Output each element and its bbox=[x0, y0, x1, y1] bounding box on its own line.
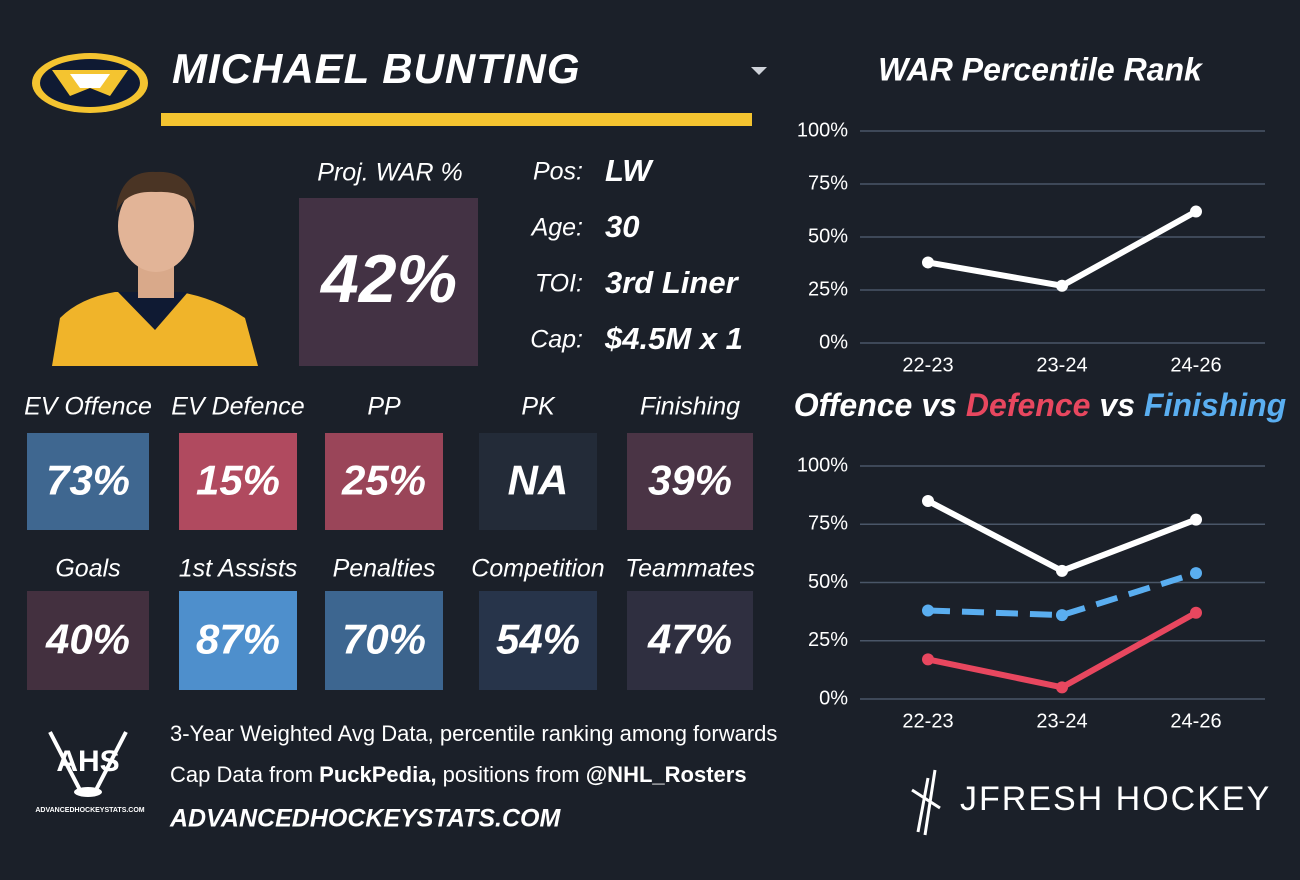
tile-box bbox=[627, 591, 753, 690]
x-tick-label: 23-24 bbox=[1036, 710, 1087, 732]
series-point bbox=[1056, 279, 1068, 292]
series-point bbox=[1190, 513, 1202, 526]
series-point bbox=[922, 653, 934, 666]
footer-note: 3-Year Weighted Avg Data, percentile ran… bbox=[170, 721, 777, 746]
player-name: MICHAEL BUNTING bbox=[172, 45, 581, 92]
y-tick-label: 0% bbox=[819, 687, 848, 709]
chart-title-part: Defence bbox=[966, 387, 1091, 423]
tile-value: 39% bbox=[648, 457, 732, 504]
series-point bbox=[1056, 681, 1068, 694]
tile-box bbox=[627, 433, 753, 530]
tile-label: PP bbox=[367, 393, 401, 421]
ahs-logo: AHS ADVANCEDHOCKEYSTATS.COM bbox=[35, 731, 145, 814]
tile-value: 47% bbox=[647, 616, 732, 663]
footer-credit-source: @NHL_Rosters bbox=[586, 762, 747, 787]
series-point bbox=[1056, 564, 1068, 577]
tile-box bbox=[325, 433, 443, 530]
footer-credit-source: PuckPedia, bbox=[319, 762, 436, 787]
chart-title-part: Finishing bbox=[1144, 387, 1286, 423]
tile-value: 25% bbox=[341, 457, 426, 504]
x-tick-label: 22-23 bbox=[902, 354, 953, 376]
tile-label: Penalties bbox=[333, 555, 436, 583]
tile-value: 70% bbox=[342, 616, 426, 663]
charts: WAR Percentile Rank 0% 25% 50% 75% 100% 22-23 2… bbox=[794, 51, 1286, 732]
stat-tiles: EV Offence 73% EV Defence 15% PP 25% PK NA Finis… bbox=[24, 393, 755, 690]
ahs-logo-text: AHS bbox=[56, 745, 119, 778]
tile-box bbox=[479, 433, 597, 530]
tile-value: 73% bbox=[46, 457, 130, 504]
proj-label: Proj. WAR % bbox=[317, 159, 462, 187]
info-label: Pos: bbox=[533, 158, 583, 186]
y-tick-label: 0% bbox=[819, 331, 848, 353]
info-value: $4.5M x 1 bbox=[604, 321, 743, 356]
footer-credits: Cap Data from PuckPedia, positions from … bbox=[170, 762, 747, 787]
proj-box bbox=[299, 198, 478, 366]
tile-value: NA bbox=[508, 457, 569, 504]
chart-title-part: vs bbox=[1099, 387, 1135, 423]
player-info: Pos: LW Age: 30 TOI: 3rd Liner Cap: $4.5M x 1 bbox=[530, 153, 743, 356]
proj-value: 42% bbox=[319, 241, 457, 317]
tile-box bbox=[27, 433, 149, 530]
tile-value: 87% bbox=[196, 616, 280, 663]
name-underline bbox=[161, 113, 752, 126]
series-point bbox=[1056, 609, 1068, 622]
y-tick-label: 75% bbox=[808, 513, 848, 535]
tile-label: Finishing bbox=[640, 393, 740, 421]
y-tick-label: 25% bbox=[808, 278, 848, 300]
y-tick-label: 75% bbox=[808, 172, 848, 194]
series-line bbox=[927, 570, 1197, 619]
tile-box bbox=[479, 591, 597, 690]
tile-box bbox=[179, 433, 297, 530]
info-label: Cap: bbox=[530, 326, 583, 354]
chart-title: WAR Percentile Rank bbox=[878, 51, 1204, 87]
tile-label: EV Offence bbox=[24, 393, 152, 421]
tile-box bbox=[27, 591, 149, 690]
ahs-logo-site: ADVANCEDHOCKEYSTATS.COM bbox=[35, 807, 144, 814]
tile-box bbox=[325, 591, 443, 690]
chart-title-part: Offence bbox=[794, 387, 913, 423]
tile-value: 15% bbox=[196, 457, 280, 504]
footer-site: ADVANCEDHOCKEYSTATS.COM bbox=[169, 805, 561, 833]
tile-value: 54% bbox=[496, 616, 580, 663]
x-tick-label: 22-23 bbox=[902, 710, 953, 732]
series-point bbox=[922, 604, 934, 617]
series-point bbox=[1190, 205, 1202, 218]
y-tick-label: 25% bbox=[808, 629, 848, 651]
info-value: LW bbox=[605, 153, 654, 188]
y-tick-label: 50% bbox=[808, 571, 848, 593]
team-logo bbox=[32, 53, 148, 113]
tile-label: PK bbox=[521, 393, 556, 421]
jfresh-logo bbox=[911, 769, 941, 836]
tile-value: 40% bbox=[45, 616, 130, 663]
series-point bbox=[1190, 606, 1202, 619]
tile-label: Teammates bbox=[625, 555, 755, 583]
series-point bbox=[1190, 567, 1202, 580]
series-point bbox=[922, 256, 934, 269]
tile-label: Competition bbox=[471, 555, 604, 583]
brand: JFRESH HOCKEY bbox=[960, 780, 1271, 818]
info-label: TOI: bbox=[535, 270, 583, 298]
tile-label: Goals bbox=[55, 555, 120, 583]
y-tick-label: 50% bbox=[808, 225, 848, 247]
x-tick-label: 24-26 bbox=[1170, 710, 1221, 732]
dropdown-arrow[interactable] bbox=[751, 67, 767, 75]
chart-title-part: vs bbox=[921, 387, 957, 423]
info-label: Age: bbox=[530, 214, 583, 242]
info-value: 30 bbox=[605, 209, 639, 244]
tile-label: 1st Assists bbox=[179, 555, 298, 583]
y-tick-label: 100% bbox=[797, 119, 848, 141]
series-point bbox=[922, 494, 934, 507]
footer-credit-text: Cap Data from bbox=[170, 762, 319, 787]
tile-box bbox=[179, 591, 297, 690]
tile-label: EV Defence bbox=[171, 393, 304, 421]
info-value: 3rd Liner bbox=[605, 265, 740, 300]
footer-credit-text: positions from bbox=[437, 762, 586, 787]
chart-title: Offence vs Defence vs Finishing bbox=[794, 387, 1286, 423]
player-photo bbox=[52, 171, 258, 366]
x-tick-label: 23-24 bbox=[1036, 354, 1087, 376]
y-tick-label: 100% bbox=[797, 454, 848, 476]
x-tick-label: 24-26 bbox=[1170, 354, 1221, 376]
